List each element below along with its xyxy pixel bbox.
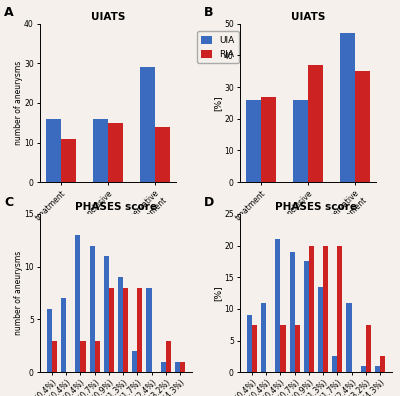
Bar: [146, 288, 152, 372]
Bar: [304, 261, 309, 372]
Title: UIATS: UIATS: [91, 11, 125, 22]
Bar: [361, 366, 366, 372]
Bar: [293, 100, 308, 182]
Bar: [104, 256, 109, 372]
Bar: [137, 288, 142, 372]
Bar: [155, 127, 170, 182]
Y-axis label: number of aneurysms: number of aneurysms: [14, 61, 23, 145]
Bar: [247, 315, 252, 372]
Bar: [380, 356, 385, 372]
Text: B: B: [204, 6, 214, 19]
Title: PHASES score: PHASES score: [75, 202, 157, 212]
Bar: [290, 252, 295, 372]
Bar: [123, 288, 128, 372]
Bar: [61, 298, 66, 372]
Bar: [337, 246, 342, 372]
Title: PHASES score: PHASES score: [275, 202, 357, 212]
Bar: [132, 351, 137, 372]
Bar: [366, 325, 371, 372]
Bar: [295, 325, 300, 372]
Bar: [75, 235, 80, 372]
Bar: [340, 33, 355, 182]
Bar: [108, 123, 123, 182]
Legend: UIA, RIA: UIA, RIA: [197, 31, 239, 63]
Bar: [346, 303, 352, 372]
Bar: [140, 67, 155, 182]
Title: UIATS: UIATS: [291, 11, 325, 22]
Bar: [275, 239, 280, 372]
Bar: [47, 309, 52, 372]
Bar: [95, 341, 100, 372]
Bar: [61, 139, 76, 182]
Bar: [261, 97, 276, 182]
Bar: [180, 362, 185, 372]
Bar: [118, 277, 123, 372]
Bar: [308, 65, 323, 182]
Bar: [161, 362, 166, 372]
Text: A: A: [4, 6, 14, 19]
Bar: [52, 341, 57, 372]
Y-axis label: [%]: [%]: [214, 285, 223, 301]
Bar: [80, 341, 86, 372]
Y-axis label: number of aneurysms: number of aneurysms: [14, 251, 23, 335]
Text: C: C: [4, 196, 13, 209]
Bar: [246, 100, 261, 182]
Bar: [355, 71, 370, 182]
Bar: [166, 341, 171, 372]
Bar: [318, 287, 323, 372]
Bar: [375, 366, 380, 372]
Bar: [175, 362, 180, 372]
Bar: [261, 303, 266, 372]
Bar: [90, 246, 95, 372]
Bar: [309, 246, 314, 372]
Bar: [323, 246, 328, 372]
Bar: [280, 325, 286, 372]
Bar: [109, 288, 114, 372]
Bar: [252, 325, 257, 372]
Bar: [332, 356, 337, 372]
Bar: [46, 119, 61, 182]
Y-axis label: [%]: [%]: [214, 95, 223, 111]
Text: D: D: [204, 196, 214, 209]
Bar: [93, 119, 108, 182]
